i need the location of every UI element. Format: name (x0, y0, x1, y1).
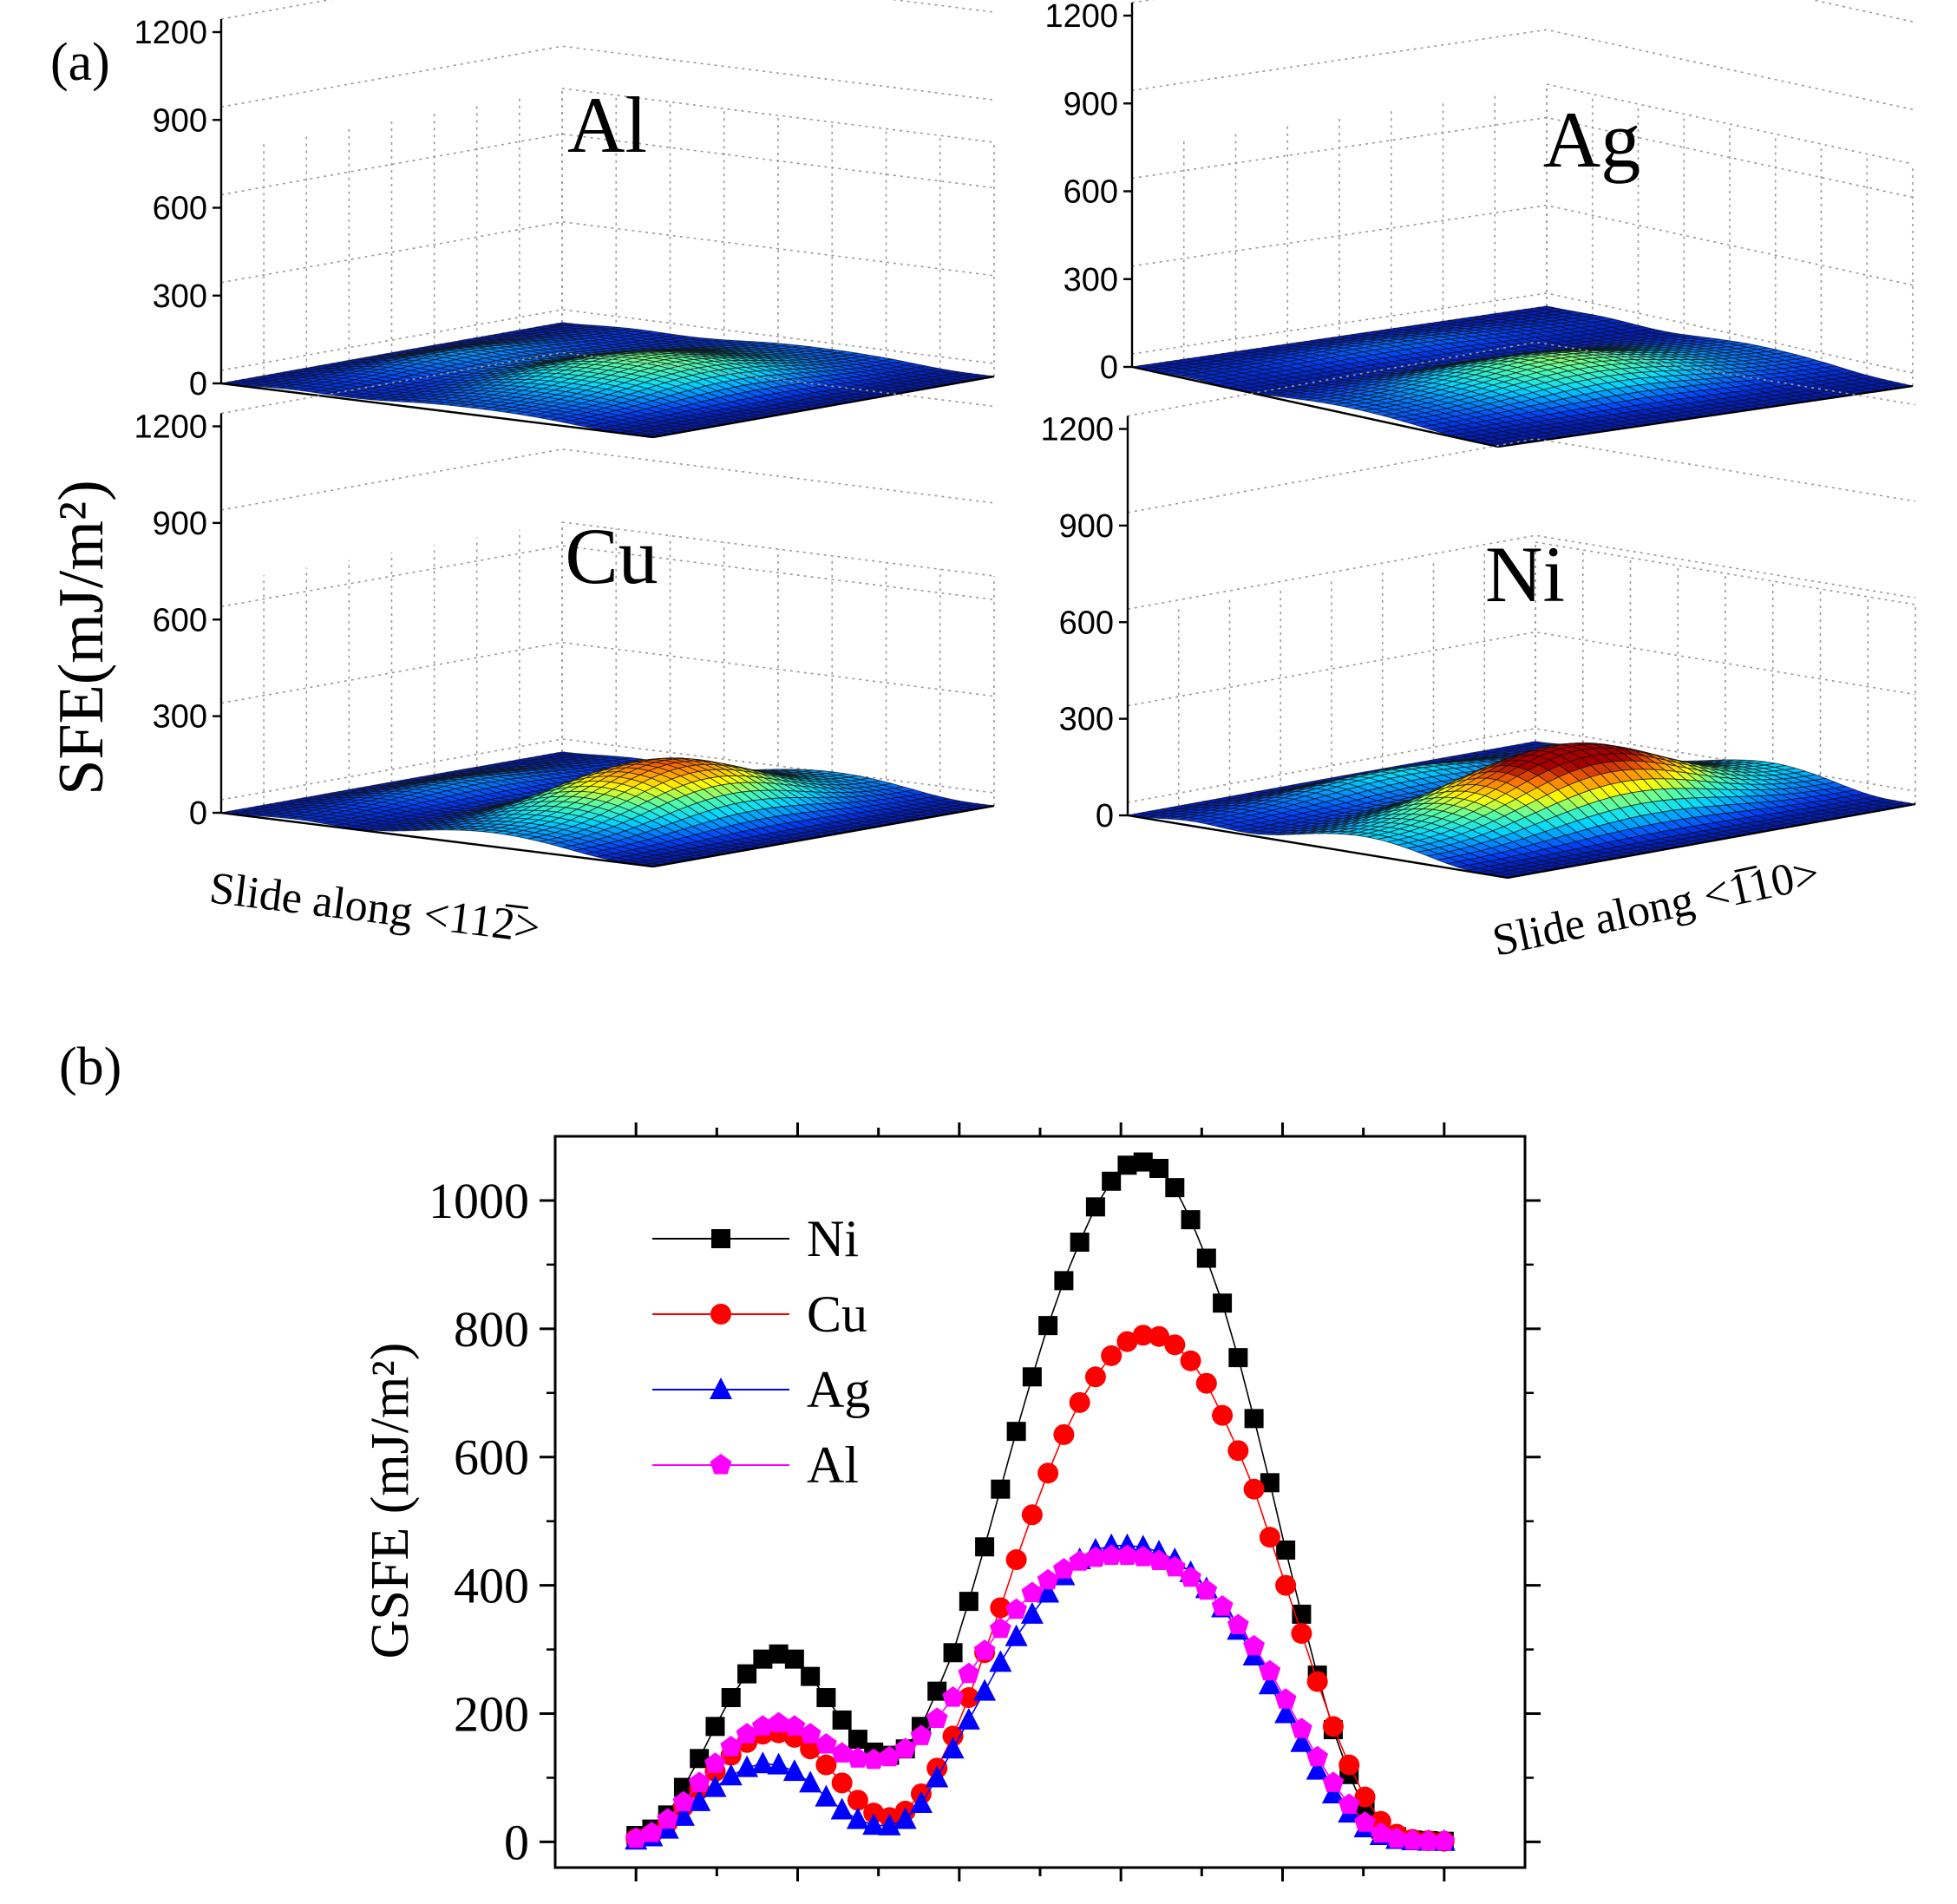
surface-title: Al (567, 81, 647, 169)
z-tick-label: 0 (189, 366, 207, 402)
z-tick-label: 900 (153, 102, 207, 139)
z-tick-label: 600 (153, 602, 207, 638)
wall-grid-horizontal (1127, 438, 1916, 514)
surface-title: Ag (1543, 95, 1640, 184)
z-tick-label: 300 (1064, 262, 1118, 298)
z-tick-label: 1200 (1044, 0, 1118, 35)
z-tick-label: 600 (153, 191, 207, 227)
wall-grid-horizontal (1131, 29, 1914, 111)
wall-grid-horizontal (1131, 0, 1914, 23)
surface-plot-al: 0 300 600 900 1200 Al (134, 0, 995, 439)
wall-top-edge (1535, 541, 1916, 605)
z-tick-label: 600 (1064, 174, 1118, 211)
surface-plot-ag: 0 300 600 900 1200 Ag (1044, 0, 1914, 448)
z-tick-label: 1200 (134, 15, 207, 51)
z-tick-label: 900 (1064, 86, 1118, 122)
surface-title: Cu (565, 512, 658, 600)
wall-grid-horizontal (1127, 631, 1916, 707)
surface-mesh (220, 751, 995, 867)
z-tick-label: 300 (153, 699, 207, 736)
wall-grid-horizontal (1131, 116, 1914, 199)
z-tick-label: 0 (1100, 350, 1118, 386)
surface-plot-cu: 0 300 600 900 1200 Cu (134, 351, 995, 868)
surface-mesh (1131, 305, 1914, 448)
wall-grid-horizontal (220, 0, 995, 20)
wall-grid-horizontal (220, 448, 995, 511)
z-tick-label: 0 (189, 795, 207, 832)
wall-grid-horizontal (1131, 204, 1914, 286)
z-tick-label: 300 (153, 278, 207, 315)
wall-grid-horizontal (220, 641, 995, 704)
z-tick-label: 900 (153, 506, 207, 542)
wall-grid-horizontal (220, 220, 995, 284)
panel-a-label: (a) (50, 33, 110, 92)
z-tick-label: 1200 (134, 409, 207, 446)
surface-mesh (220, 322, 995, 438)
wall-top-edge (561, 88, 995, 143)
